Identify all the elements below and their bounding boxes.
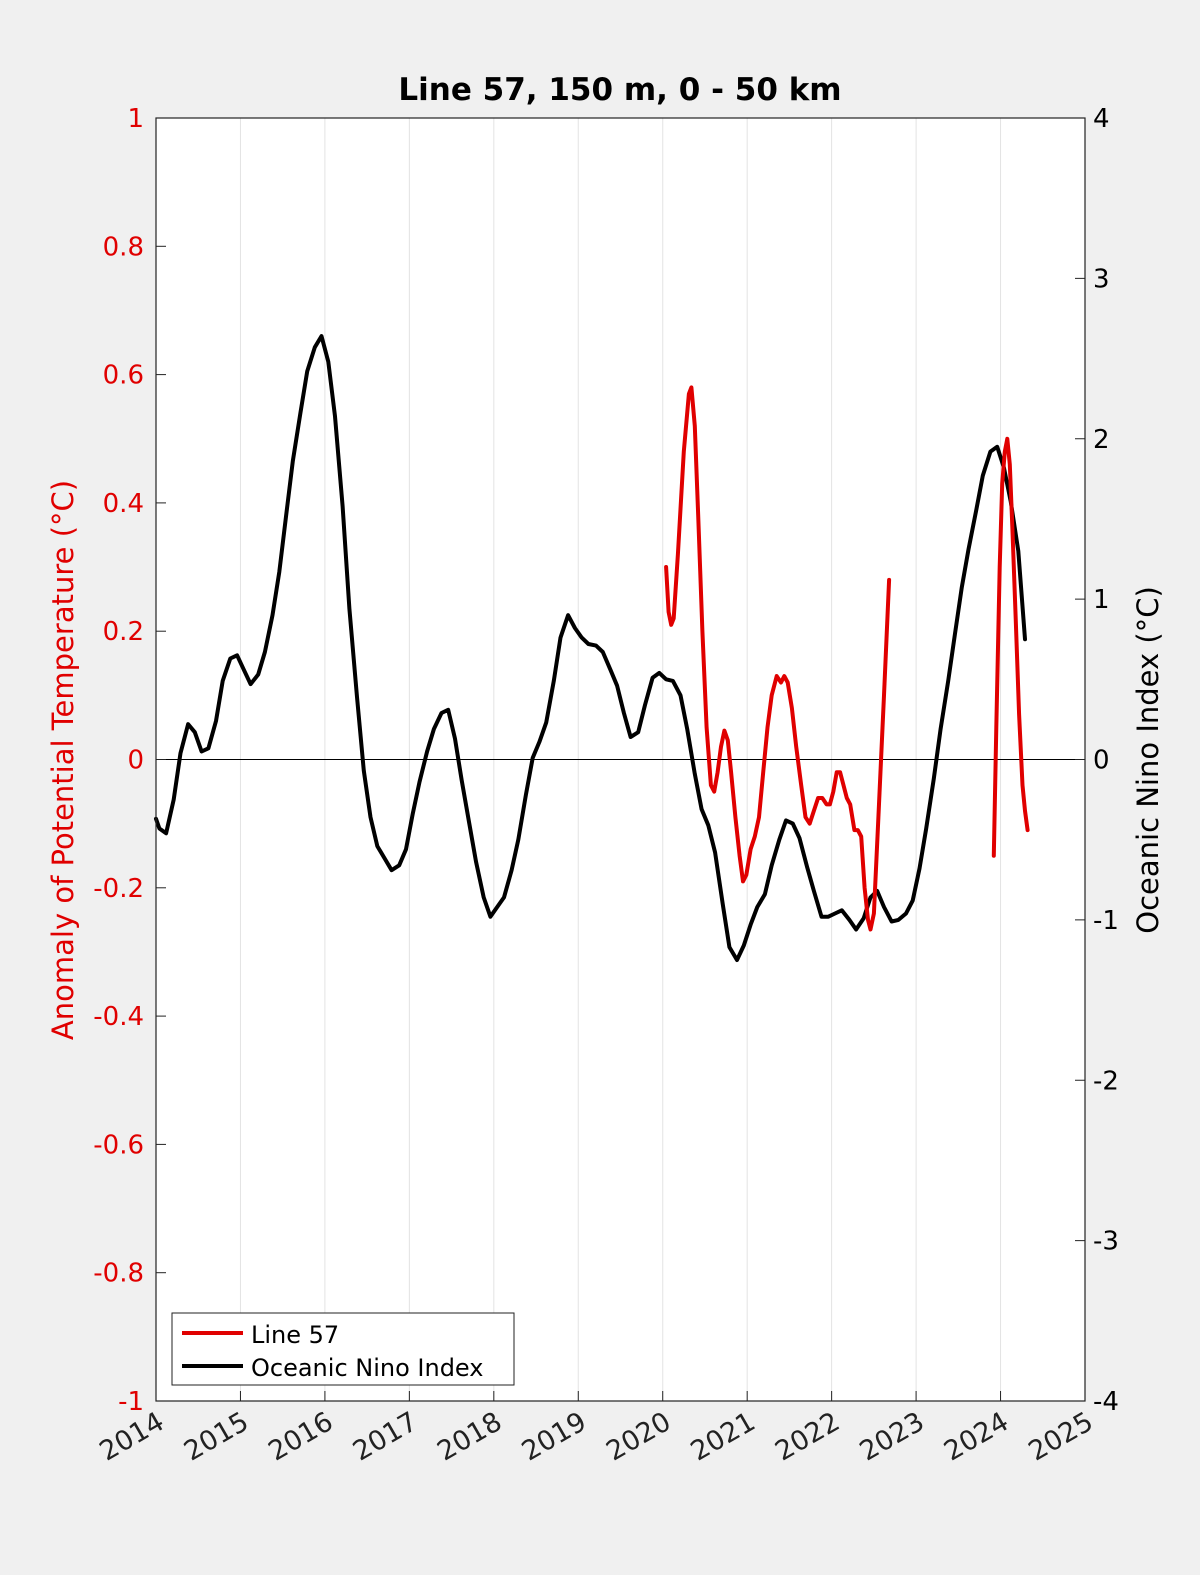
- right-tick-label: 1: [1093, 585, 1110, 615]
- left-tick-label: 1: [127, 104, 144, 134]
- left-tick-label: -1: [118, 1387, 144, 1417]
- left-tick-label: 0: [127, 746, 144, 776]
- right-tick-label: -2: [1093, 1066, 1119, 1096]
- left-tick-label: -0.2: [93, 874, 144, 904]
- right-tick-label: 2: [1093, 425, 1110, 455]
- legend: Line 57 Oceanic Nino Index: [171, 1312, 515, 1386]
- right-tick-label: 0: [1093, 746, 1110, 776]
- series-oni-segment-0: [154, 334, 1027, 962]
- right-tick-label: -3: [1093, 1227, 1119, 1257]
- series-line57-segment-1: [991, 436, 1030, 858]
- series-layer: [154, 334, 1030, 962]
- left-axis-label: Anomaly of Potential Temperature (°C): [46, 480, 80, 1040]
- left-tick-label: -0.8: [93, 1259, 144, 1289]
- legend-box: [171, 1312, 515, 1386]
- left-tick-label: 0.8: [103, 232, 144, 262]
- right-y-axis: -4 -3 -2 -1 0 1 2 3 4: [1075, 104, 1119, 1417]
- left-tick-label: -0.4: [93, 1002, 144, 1032]
- right-axis-label: Oceanic Nino Index (°C): [1131, 586, 1165, 934]
- right-tick-label: -4: [1093, 1387, 1119, 1417]
- left-tick-label: 0.6: [103, 361, 144, 391]
- right-tick-label: -1: [1093, 906, 1119, 936]
- left-y-axis: -1 -0.8 -0.6 -0.4 -0.2 0 0.2 0.4 0.6 0.8 1: [93, 104, 166, 1417]
- left-tick-label: 0.4: [103, 489, 144, 519]
- chart-title: Line 57, 150 m, 0 - 50 km: [398, 72, 841, 108]
- left-tick-label: -0.6: [93, 1130, 144, 1160]
- right-tick-label: 3: [1093, 264, 1110, 294]
- left-tick-label: 0.2: [103, 617, 144, 647]
- legend-label-line57: Line 57: [251, 1321, 339, 1349]
- right-tick-label: 4: [1093, 104, 1110, 134]
- legend-label-oni: Oceanic Nino Index: [251, 1354, 483, 1382]
- series-line57-segment-0: [664, 385, 892, 932]
